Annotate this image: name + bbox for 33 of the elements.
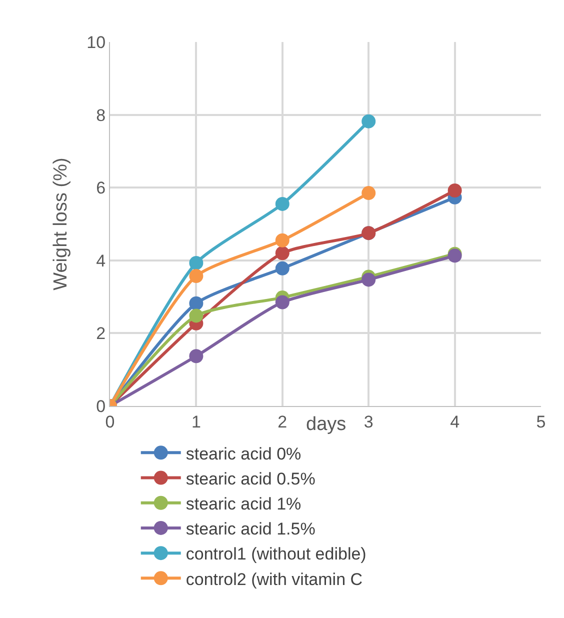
point [189, 296, 204, 310]
point [275, 196, 290, 211]
legend-label: control1 (without edible) [186, 544, 366, 564]
legend-label: control2 (with vitamin C [186, 570, 363, 589]
x-tick-label: 2 [278, 412, 288, 432]
y-tick-label: 0 [96, 396, 106, 416]
x-axis-title: days [306, 414, 346, 435]
legend-label: stearic acid 1% [186, 494, 302, 514]
point [189, 349, 204, 364]
x-tick-label: 1 [191, 412, 201, 432]
x-tick-label: 4 [450, 412, 460, 432]
y-tick-label: 10 [86, 32, 106, 52]
y-axis-title: Weight loss (%) [50, 158, 72, 290]
legend-label: stearic acid 1.5% [186, 520, 316, 539]
point [275, 261, 290, 276]
x-tick-label: 5 [536, 412, 546, 432]
point [275, 246, 290, 260]
y-tick-label: 4 [96, 251, 106, 270]
legend-label: stearic acid 0.5% [186, 469, 316, 488]
point [275, 233, 290, 248]
point [189, 308, 204, 323]
point [189, 256, 204, 270]
y-tick-label: 6 [96, 178, 106, 198]
point [448, 184, 462, 198]
legend-label: stearic acid 0% [186, 444, 302, 464]
point [362, 272, 376, 287]
point [362, 186, 376, 200]
point [362, 114, 376, 128]
y-tick-label: 8 [96, 106, 106, 125]
x-tick-label: 3 [364, 412, 374, 432]
point [275, 295, 290, 310]
y-tick-label: 2 [96, 324, 106, 344]
point [189, 269, 204, 284]
